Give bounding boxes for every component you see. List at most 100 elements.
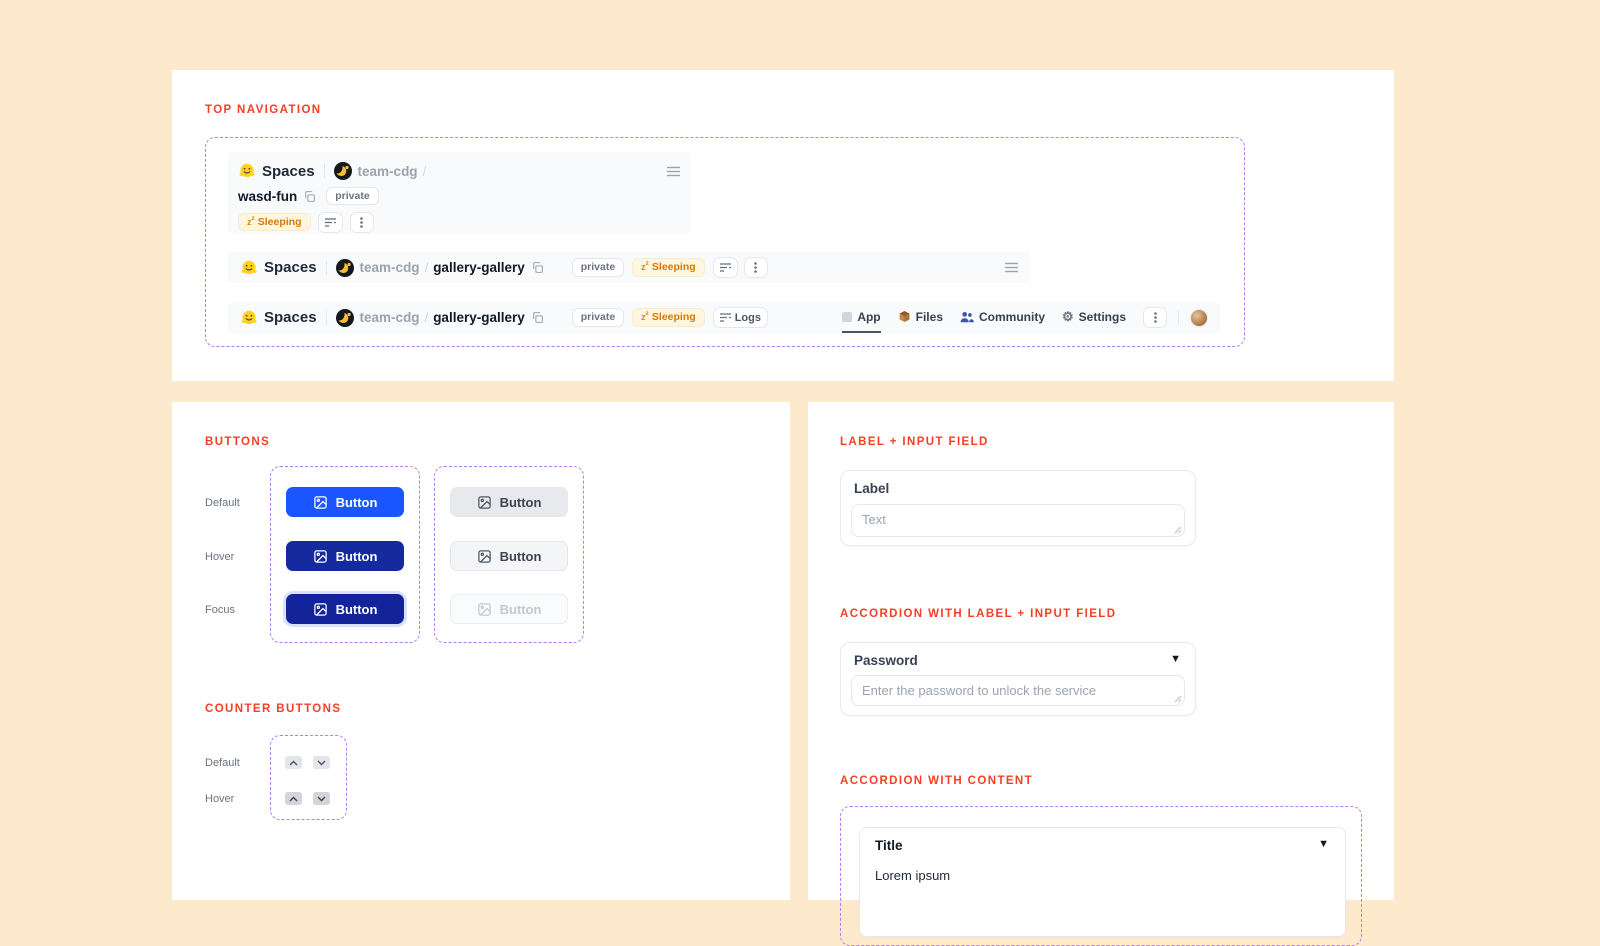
hamburger-icon[interactable] xyxy=(667,166,680,177)
user-avatar[interactable] xyxy=(1190,308,1208,327)
hugging-face-icon xyxy=(238,162,256,180)
section-title-top-navigation: TOP NAVIGATION xyxy=(205,104,322,116)
org-name[interactable]: team-cdg xyxy=(359,310,420,325)
hamburger-icon[interactable] xyxy=(1005,262,1018,273)
space-name[interactable]: gallery-gallery xyxy=(433,310,525,325)
chevron-up-icon xyxy=(289,796,298,801)
accordion-title: Title xyxy=(875,838,903,853)
primary-button-default[interactable]: Button xyxy=(286,487,404,517)
logs-label: Logs xyxy=(734,311,761,324)
section-title-accordion-input: ACCORDION WITH LABEL + INPUT FIELD xyxy=(840,608,1117,620)
navbar-full: Spaces team-cdg / gallery-gallery privat… xyxy=(228,302,1220,333)
space-name[interactable]: gallery-gallery xyxy=(433,260,525,275)
spaces-brand[interactable]: Spaces xyxy=(264,309,317,326)
chevron-down-icon xyxy=(317,760,326,765)
input-label: Label xyxy=(854,481,890,496)
accordion-collapse-icon[interactable]: ▼ xyxy=(1318,838,1329,850)
hugging-face-icon xyxy=(240,309,258,327)
tab-files[interactable]: Files xyxy=(898,302,943,333)
accordion-content-dashed-box: Title ▼ Lorem ipsum xyxy=(840,806,1362,946)
accordion-input-card: Password ▼ xyxy=(840,642,1196,716)
section-title-accordion-content: ACCORDION WITH CONTENT xyxy=(840,775,1034,787)
secondary-button-disabled[interactable]: Button xyxy=(450,594,568,624)
section-title-label-input: LABEL + INPUT FIELD xyxy=(840,436,989,448)
counter-state-label-hover: Hover xyxy=(205,793,235,805)
org-avatar[interactable] xyxy=(333,162,352,180)
copy-icon[interactable] xyxy=(531,261,544,274)
chevron-down-icon xyxy=(317,796,326,801)
image-icon xyxy=(477,495,491,509)
logs-icon-button[interactable] xyxy=(712,257,738,278)
state-label-default: Default xyxy=(205,497,240,509)
divider xyxy=(325,310,327,325)
copy-icon[interactable] xyxy=(303,190,316,203)
spaces-brand[interactable]: Spaces xyxy=(264,259,317,276)
counter-buttons-dashed-box xyxy=(270,735,347,820)
section-title-counter-buttons: COUNTER BUTTONS xyxy=(205,703,342,715)
space-name[interactable]: wasd-fun xyxy=(238,188,298,204)
secondary-button-default[interactable]: Button xyxy=(450,487,568,517)
logs-icon-button[interactable] xyxy=(317,211,343,233)
top-navigation-panel: TOP NAVIGATION Spaces team-cdg / xyxy=(172,70,1394,381)
community-people-icon xyxy=(960,311,974,323)
image-icon xyxy=(477,602,491,616)
counter-state-label-default: Default xyxy=(205,757,240,769)
counter-down-button[interactable] xyxy=(313,756,330,769)
image-icon xyxy=(313,549,327,563)
text-input[interactable] xyxy=(851,504,1185,537)
image-icon xyxy=(313,495,327,509)
hugging-face-icon xyxy=(240,259,258,277)
counter-up-button[interactable] xyxy=(285,756,302,769)
accordion-collapse-icon[interactable]: ▼ xyxy=(1170,653,1181,665)
logs-button[interactable]: Logs xyxy=(712,307,768,328)
private-badge: private xyxy=(326,186,379,206)
org-name[interactable]: team-cdg xyxy=(357,163,418,179)
state-label-hover: Hover xyxy=(205,551,235,563)
org-name[interactable]: team-cdg xyxy=(359,260,420,275)
breadcrumb-slash: / xyxy=(424,260,429,275)
files-box-icon xyxy=(898,310,911,323)
label-input-card: Label xyxy=(840,470,1196,546)
accordion-body-text: Lorem ipsum xyxy=(875,868,951,883)
tab-app[interactable]: App xyxy=(842,302,881,333)
section-title-buttons: BUTTONS xyxy=(205,436,271,448)
settings-gear-icon: ⚙ xyxy=(1062,309,1074,324)
org-avatar[interactable] xyxy=(335,308,354,327)
image-icon xyxy=(313,602,327,616)
kebab-menu-button[interactable] xyxy=(1143,307,1167,328)
copy-icon[interactable] xyxy=(531,311,544,324)
primary-buttons-dashed-box: Button Button Button xyxy=(270,466,420,643)
inputs-panel: LABEL + INPUT FIELD Label ACCORDION WITH… xyxy=(808,402,1394,946)
secondary-button-hover[interactable]: Button xyxy=(450,541,568,571)
tab-settings[interactable]: ⚙ Settings xyxy=(1062,309,1126,324)
primary-button-hover[interactable]: Button xyxy=(286,541,404,571)
accordion-content-card: Title ▼ Lorem ipsum xyxy=(859,827,1346,937)
counter-up-button-hover[interactable] xyxy=(285,792,302,805)
org-avatar[interactable] xyxy=(335,258,354,277)
chevron-up-icon xyxy=(289,760,298,765)
state-label-focus: Focus xyxy=(205,604,235,616)
image-icon xyxy=(477,549,491,563)
tab-community[interactable]: Community xyxy=(960,302,1045,333)
kebab-menu-button[interactable] xyxy=(349,211,374,233)
counter-down-button-hover[interactable] xyxy=(313,792,330,805)
spaces-brand[interactable]: Spaces xyxy=(262,162,315,180)
breadcrumb-slash: / xyxy=(422,163,427,179)
primary-button-focus[interactable]: Button xyxy=(286,594,404,624)
divider xyxy=(323,164,325,178)
app-icon xyxy=(842,311,853,322)
divider xyxy=(325,260,327,275)
kebab-menu-button[interactable] xyxy=(743,257,768,278)
navbar-medium: Spaces team-cdg / gallery-gallery privat… xyxy=(228,252,1030,283)
buttons-panel: BUTTONS Default Hover Focus Button Butto… xyxy=(172,402,790,900)
nav-tabs: App Files Community ⚙ Settings xyxy=(842,302,1208,333)
divider xyxy=(1178,310,1179,325)
accordion-label: Password xyxy=(854,653,918,668)
secondary-buttons-dashed-box: Button Button Button xyxy=(434,466,584,643)
password-input[interactable] xyxy=(851,675,1185,706)
